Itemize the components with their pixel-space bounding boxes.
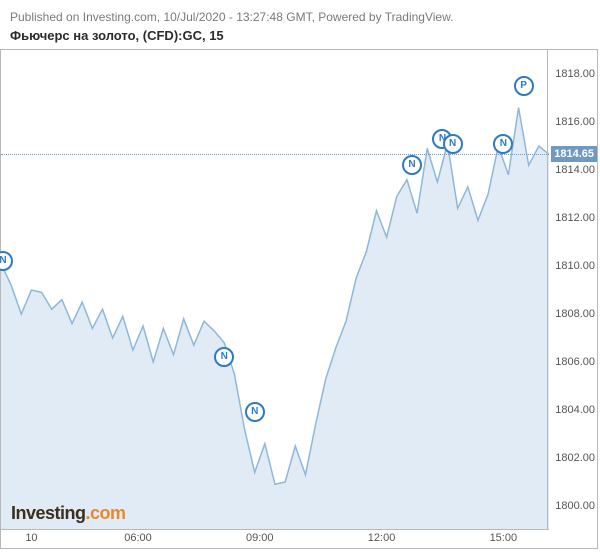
x-tick-label: 15:00 <box>490 532 518 544</box>
chart-marker[interactable]: N <box>443 134 463 154</box>
publish-time: 13:27:48 GMT <box>236 10 311 24</box>
current-price-badge: 1814.65 <box>551 146 597 162</box>
powered-by: Powered by TradingView. <box>318 10 453 24</box>
chart-marker[interactable]: N <box>402 155 422 175</box>
chart-header: Published on Investing.com, 10/Jul/2020 … <box>0 0 600 45</box>
investing-logo: Investing.com <box>11 503 126 524</box>
published-line: Published on Investing.com, 10/Jul/2020 … <box>10 10 590 24</box>
y-tick-label: 1810.00 <box>555 260 595 272</box>
publish-date: 10/Jul/2020 <box>163 10 225 24</box>
x-tick-label: 06:00 <box>124 532 152 544</box>
y-tick-label: 1808.00 <box>555 308 595 320</box>
logo-tld: .com <box>86 503 126 523</box>
chart-plot-svg <box>1 50 549 530</box>
x-tick-label: 10 <box>25 532 37 544</box>
price-chart[interactable]: 1800.00 1802.00 1804.00 1806.00 1808.00 1810.… <box>0 49 598 549</box>
y-tick-label: 1816.00 <box>555 116 595 128</box>
publisher-name: Investing.com <box>83 10 157 24</box>
chart-marker[interactable]: P <box>514 76 534 96</box>
chart-marker[interactable]: N <box>245 402 265 422</box>
x-axis: 10 06:00 09:00 12:00 15:00 <box>1 529 549 548</box>
y-tick-label: 1814.00 <box>555 164 595 176</box>
published-prefix: Published on <box>10 10 83 24</box>
y-tick-label: 1800.00 <box>555 500 595 512</box>
x-tick-label: 12:00 <box>368 532 396 544</box>
current-price-line <box>1 154 549 155</box>
y-tick-label: 1802.00 <box>555 452 595 464</box>
y-tick-label: 1804.00 <box>555 404 595 416</box>
chart-marker[interactable]: N <box>214 347 234 367</box>
x-tick-label: 09:00 <box>246 532 274 544</box>
y-tick-label: 1812.00 <box>555 212 595 224</box>
y-tick-label: 1806.00 <box>555 356 595 368</box>
chart-marker[interactable]: N <box>493 134 513 154</box>
y-axis: 1800.00 1802.00 1804.00 1806.00 1808.00 1810.… <box>547 50 597 530</box>
chart-title: Фьючерс на золото, (CFD):GC, 15 <box>10 28 590 43</box>
y-tick-label: 1818.00 <box>555 68 595 80</box>
logo-main: Investing <box>11 503 86 523</box>
